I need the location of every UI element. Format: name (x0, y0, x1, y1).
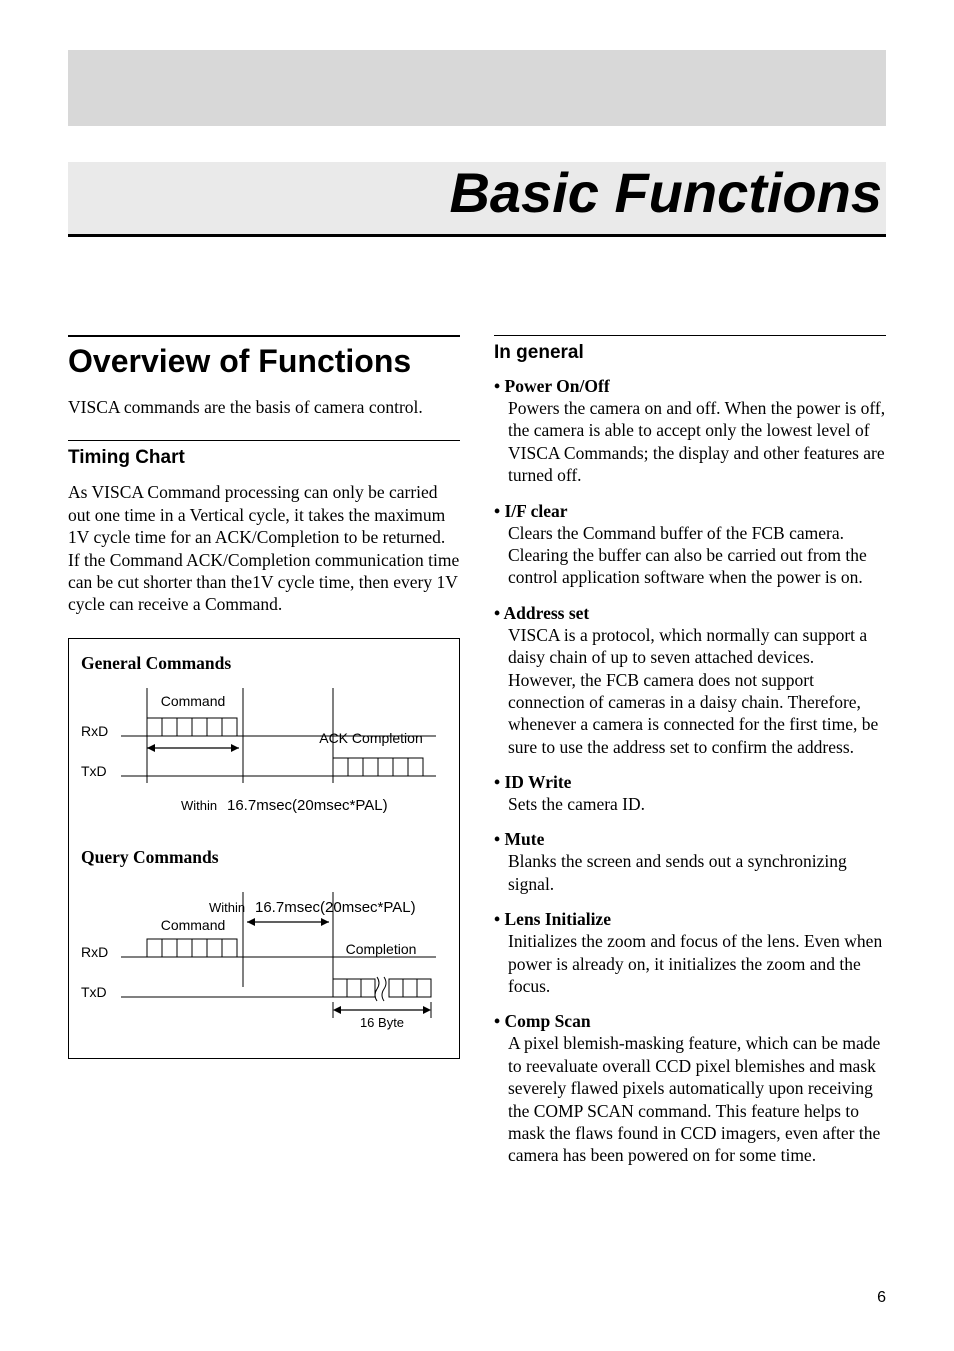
diagram-title-general: General Commands (81, 653, 447, 674)
diagram-title-query: Query Commands (81, 847, 447, 868)
rule (68, 440, 460, 441)
label-period-q: 16.7msec(20msec*PAL) (255, 899, 416, 916)
bullet-list: • Power On/OffPowers the camera on and o… (494, 376, 886, 1167)
content-columns: Overview of Functions VISCA commands are… (68, 335, 886, 1181)
bullet-title: • Lens Initialize (494, 909, 886, 930)
label-command-q: Command (161, 917, 226, 933)
label-rxd-q: RxD (81, 944, 108, 960)
header-band (68, 50, 886, 126)
bullet-body: Blanks the screen and sends out a synchr… (494, 850, 886, 895)
chapter-title: Basic Functions (68, 162, 886, 237)
rule (494, 335, 886, 336)
bullet-body: Sets the camera ID. (494, 793, 886, 815)
label-command: Command (161, 693, 226, 709)
bullet-title: • Power On/Off (494, 376, 886, 397)
left-column: Overview of Functions VISCA commands are… (68, 335, 460, 1181)
txd-bytes-q (333, 977, 431, 1001)
label-within-q: Within (209, 900, 245, 915)
page-number: 6 (877, 1289, 886, 1307)
timing-diagram: General Commands Command RxD (68, 638, 460, 1059)
bullet-body: VISCA is a protocol, which normally can … (494, 624, 886, 758)
right-column: In general • Power On/OffPowers the came… (494, 335, 886, 1181)
bullet-title: • I/F clear (494, 501, 886, 522)
rxd-bytes (147, 718, 237, 736)
bullet-title: • ID Write (494, 772, 886, 793)
subheading-timing-chart: Timing Chart (68, 447, 460, 469)
bullet-title: • Address set (494, 603, 886, 624)
rxd-bytes-q (147, 939, 237, 957)
label-within: Within (181, 798, 217, 813)
section-heading-overview: Overview of Functions (68, 343, 460, 380)
general-commands-diagram: Command RxD ACK Completion (81, 688, 441, 828)
label-txd: TxD (81, 763, 107, 779)
page: Basic Functions Overview of Functions VI… (0, 0, 954, 1351)
bullet-body: Clears the Command buffer of the FCB cam… (494, 522, 886, 589)
timing-text: As VISCA Command processing can only be … (68, 481, 460, 615)
label-rxd: RxD (81, 723, 108, 739)
label-completion-q: Completion (346, 941, 417, 957)
label-ack: ACK Completion (319, 730, 423, 746)
label-bytes: 16 Byte (360, 1015, 404, 1030)
bullet-body: A pixel blemish-masking feature, which c… (494, 1032, 886, 1166)
subheading-in-general: In general (494, 342, 886, 364)
bullet-body: Initializes the zoom and focus of the le… (494, 930, 886, 997)
label-period: 16.7msec(20msec*PAL) (227, 797, 388, 814)
intro-text: VISCA commands are the basis of camera c… (68, 396, 460, 418)
label-txd-q: TxD (81, 984, 107, 1000)
txd-bytes (333, 758, 423, 776)
bullet-title: • Mute (494, 829, 886, 850)
bullet-title: • Comp Scan (494, 1011, 886, 1032)
bullet-body: Powers the camera on and off. When the p… (494, 397, 886, 487)
rule (68, 335, 460, 337)
query-commands-diagram: Within 16.7msec(20msec*PAL) Command RxD (81, 882, 441, 1037)
